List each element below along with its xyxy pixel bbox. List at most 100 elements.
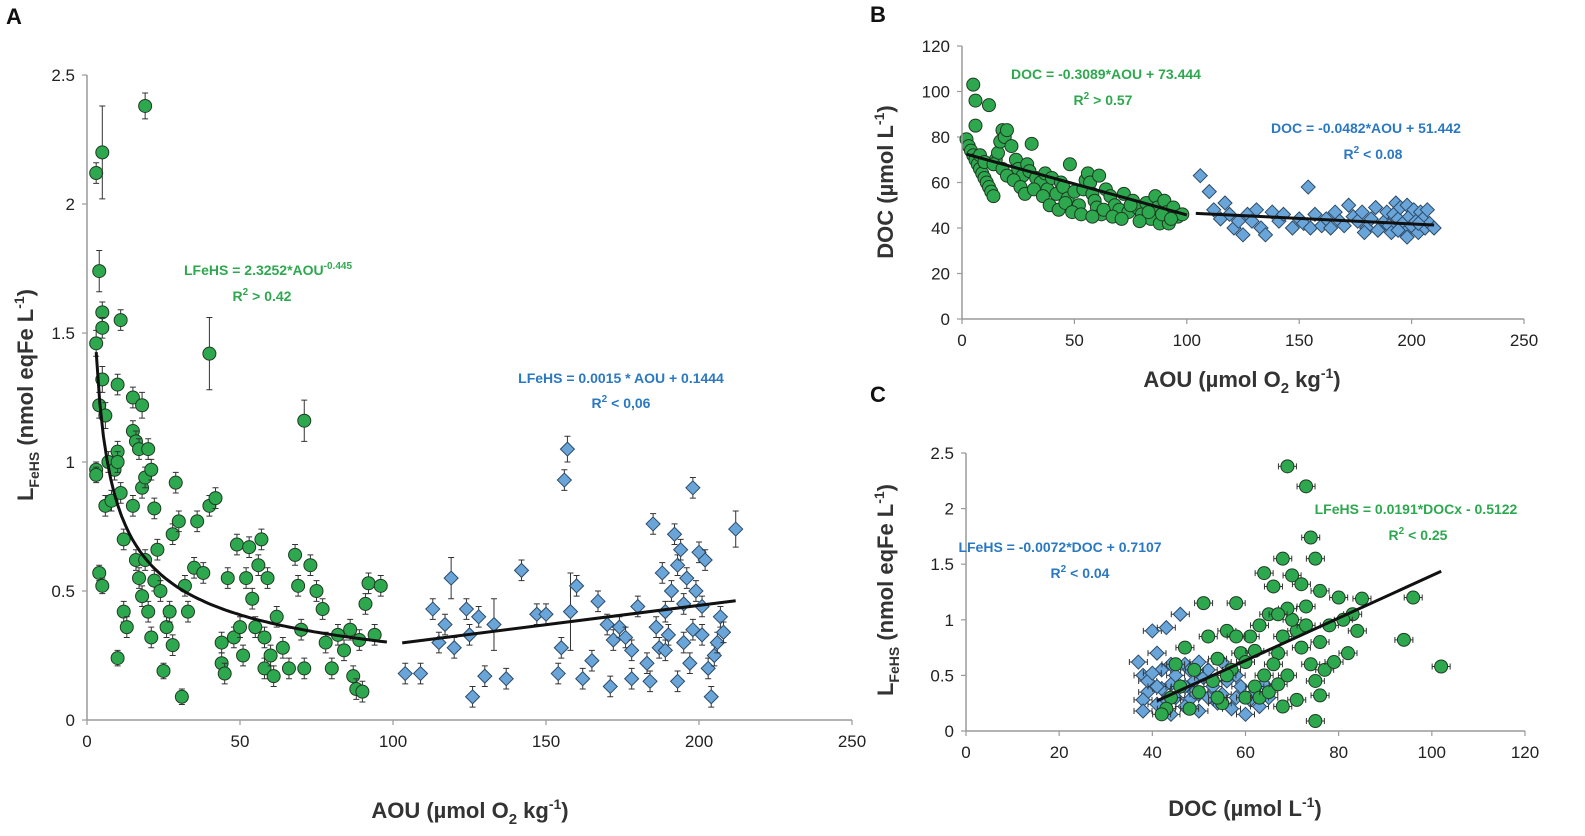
panel-b-point-blue — [1356, 224, 1373, 241]
panel-b-point-green — [999, 123, 1014, 138]
panel-a-y-tick-label: 1 — [66, 453, 75, 472]
panel-b-point-blue — [1322, 220, 1339, 236]
panel-b-point-blue — [1354, 204, 1370, 220]
panel-a-fit-line-2 — [402, 599, 736, 645]
panel-a-point-blue — [562, 603, 579, 620]
panel-a-point-green — [110, 455, 125, 469]
panel-a-point-blue — [715, 624, 732, 640]
x-axis-label-b: AOU (µmol O2 kg-1) — [1143, 365, 1340, 397]
panel-a-point-green — [95, 578, 110, 593]
panel-a-point-green — [233, 620, 247, 635]
panel-a-point-green — [147, 501, 162, 516]
panel-c-point-blue — [1149, 645, 1165, 661]
panel-a-point-green — [190, 514, 205, 529]
panel-b-x-tick-label: 150 — [1285, 331, 1313, 350]
panel-c-x-tick-label: 60 — [1236, 743, 1255, 762]
panel-a-point-green — [165, 638, 180, 653]
panel-c-x-tick-label: 120 — [1511, 743, 1539, 762]
panel-c-y-tick-label: 0.5 — [930, 666, 954, 685]
panel-c-point-green — [1201, 629, 1216, 644]
panel-a-point-green — [373, 578, 388, 593]
panel-a-point-green — [248, 620, 263, 635]
panel-b-point-green — [1085, 209, 1100, 224]
panel-b-point-green — [966, 77, 981, 92]
panel-c-point-green — [1280, 459, 1295, 474]
panel-a-point-blue — [498, 671, 514, 687]
panel-a-point-green — [260, 571, 275, 586]
panel-a-point-green — [275, 640, 290, 655]
annotation-c-green-r2: R2 < 0.25 — [1389, 526, 1448, 543]
panel-a-point-green — [239, 571, 254, 586]
panel-b-fit-line-2 — [1195, 211, 1435, 227]
panel-a-point-blue — [685, 621, 701, 638]
panel-a-point-green — [297, 413, 312, 428]
panel-b-point-green — [1074, 207, 1089, 222]
panel-c-point-green — [1299, 599, 1314, 614]
panel-a-point-green — [119, 620, 134, 635]
panel-c-point-blue — [1149, 678, 1165, 695]
y-axis-label-b: DOC (µmol L-1) — [871, 105, 898, 258]
panel-b-point-green — [968, 93, 983, 108]
panel-c-point-green — [1275, 699, 1290, 714]
panel-a-point-green — [89, 467, 104, 482]
y-axis-label-a: LFeHS (nmol eqFe L-1) — [11, 289, 42, 501]
annotation-c-green-eq: LFeHS = 0.0191*DOCx - 0.5122 — [1315, 501, 1518, 517]
panel-a-point-green — [288, 547, 303, 562]
panel-c-point-green — [1177, 640, 1192, 655]
panel-b-point-blue — [1370, 222, 1386, 238]
panel-a-y-tick-label: 2.5 — [51, 66, 75, 85]
panel-b-x-tick-label: 100 — [1173, 331, 1201, 350]
panel-a-point-blue — [617, 629, 634, 646]
panel-c-y-tick-label: 2.5 — [930, 444, 954, 463]
annotation-b-blue-r2: R2 < 0.08 — [1344, 145, 1403, 162]
panel-a-point-blue — [706, 647, 723, 664]
panel-a-point-green — [245, 591, 260, 606]
panel-a-point-green — [251, 558, 266, 573]
panel-a-point-green — [125, 498, 140, 513]
panel-c-point-green — [1303, 530, 1318, 545]
panel-c-point-green — [1350, 623, 1365, 638]
panel-c-point-green — [1266, 579, 1281, 594]
panel-a-point-green — [236, 648, 251, 663]
panel-a-point-green — [95, 145, 110, 160]
panel-c-point-green — [1196, 596, 1211, 611]
annotation-b-green-r2: R2 > 0.57 — [1074, 91, 1133, 108]
panel-c-x-tick-label: 100 — [1418, 743, 1446, 762]
panel-a-point-green — [153, 584, 168, 598]
panel-c-point-green — [1229, 629, 1244, 644]
panel-c-point-green — [1229, 596, 1244, 611]
panel-a-point-green — [217, 666, 232, 681]
panel-c-point-green — [1313, 583, 1328, 598]
panel-a-point-green — [89, 336, 104, 351]
panel-b-y-tick-label: 120 — [922, 37, 950, 56]
panel-a-point-blue — [623, 671, 640, 687]
panel-c-point-green — [1257, 566, 1272, 581]
panel-c-point-green — [1257, 668, 1272, 683]
panel-a-point-blue — [553, 640, 570, 656]
panel-c: C 0 20 40 60 80 100 120 0 0.5 1 1.5 2 2.5 DOC (µmol … — [870, 382, 1539, 821]
panel-a-point-green — [355, 684, 370, 699]
panel-a-y-tick-label: 0 — [66, 711, 75, 730]
panel-a-point-green — [281, 661, 296, 676]
panel-a-point-green — [269, 609, 284, 624]
panel-b-point-green — [1164, 211, 1179, 226]
panel-a-point-blue — [700, 660, 716, 677]
panel-a-point-green — [141, 604, 156, 619]
panel-a-point-blue — [728, 521, 744, 537]
panel-c-point-blue — [1135, 703, 1151, 719]
panel-c-point-blue — [1144, 665, 1161, 681]
panel-c-point-green — [1182, 701, 1197, 716]
panel-b-point-blue — [1399, 229, 1415, 245]
panel-a-point-blue — [464, 689, 481, 705]
panel-c-point-green — [1289, 692, 1304, 707]
annotation-b-green-eq: DOC = -0.3089*AOU + 73.444 — [1011, 66, 1201, 82]
panel-a-point-green — [174, 689, 189, 704]
panel-a-point-green — [315, 602, 330, 617]
panel-a-point-blue — [470, 609, 487, 625]
panel-a-point-blue — [672, 542, 689, 558]
panel-c-y-tick-label: 0 — [945, 722, 954, 741]
x-axis-label-a: AOU (µmol O2 kg-1) — [371, 796, 568, 828]
panel-a-point-blue — [675, 634, 692, 651]
panel-c-point-blue — [1130, 654, 1147, 670]
panel-a-point-green — [254, 532, 269, 547]
